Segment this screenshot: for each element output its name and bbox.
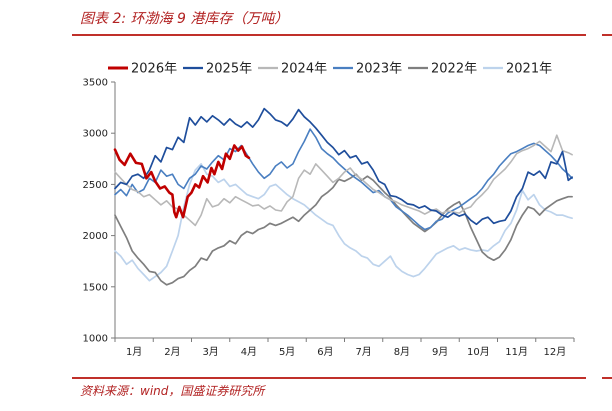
legend-label: 2022年 bbox=[431, 62, 477, 77]
source-note: 资料来源：wind，国盛证券研究所 bbox=[80, 384, 265, 398]
legend-label: 2021年 bbox=[506, 62, 552, 77]
x-tick-label: 9月 bbox=[432, 346, 448, 358]
y-tick-label: 1500 bbox=[83, 282, 108, 293]
legend-item-2022: 2022年 bbox=[408, 62, 477, 77]
top-rule bbox=[72, 34, 586, 36]
series-line-2023 bbox=[114, 128, 573, 231]
x-tick-label: 3月 bbox=[202, 346, 218, 358]
x-tick-label: 8月 bbox=[394, 346, 410, 358]
legend-item-2025: 2025年 bbox=[183, 62, 252, 77]
legend-label: 2023年 bbox=[356, 62, 402, 77]
y-tick-label: 2000 bbox=[83, 231, 108, 242]
x-tick-label: 10月 bbox=[467, 346, 490, 358]
legend-item-2024: 2024年 bbox=[258, 62, 327, 77]
x-tick-label: 11月 bbox=[505, 346, 528, 358]
x-tick-label: 4月 bbox=[241, 346, 257, 358]
legend-label: 2025年 bbox=[206, 62, 252, 77]
y-tick-label: 3500 bbox=[83, 78, 108, 89]
series-line-2024 bbox=[114, 134, 573, 227]
series-line-2025 bbox=[114, 107, 573, 226]
series-line-2022 bbox=[114, 173, 573, 286]
y-tick-label: 3000 bbox=[83, 129, 108, 140]
series-line-2021 bbox=[114, 163, 573, 282]
legend-label: 2026年 bbox=[131, 62, 177, 77]
x-tick-label: 7月 bbox=[355, 346, 371, 358]
series-line-2026 bbox=[113, 144, 251, 219]
x-tick-label: 12月 bbox=[544, 346, 567, 358]
figure-caption: 图表 2: 环渤海 9 港库存（万吨） bbox=[80, 11, 289, 27]
y-tick-label: 1000 bbox=[83, 334, 108, 345]
chart-legend: 2026年 2025年 2024年 2023年 2022年 2021年 bbox=[108, 62, 552, 77]
bottom-rule-tail bbox=[602, 377, 612, 379]
y-axis: 1000 1500 2000 2500 3000 3500 bbox=[83, 78, 116, 345]
legend-item-2021: 2021年 bbox=[483, 62, 552, 77]
x-tick-label: 6月 bbox=[317, 346, 333, 358]
x-axis: 1月 2月 3月 4月 5月 6月 7月 8月 9月 10月 11月 12月 bbox=[114, 337, 575, 358]
legend-label: 2024年 bbox=[281, 62, 327, 77]
y-tick-label: 2500 bbox=[83, 180, 108, 191]
x-tick-label: 2月 bbox=[164, 346, 180, 358]
legend-item-2023: 2023年 bbox=[333, 62, 402, 77]
plot-area bbox=[113, 107, 573, 286]
legend-item-2026: 2026年 bbox=[108, 62, 177, 77]
x-tick-label: 1月 bbox=[126, 346, 142, 358]
bottom-rule bbox=[72, 377, 586, 379]
x-tick-label: 5月 bbox=[279, 346, 295, 358]
top-rule-tail bbox=[602, 34, 612, 36]
